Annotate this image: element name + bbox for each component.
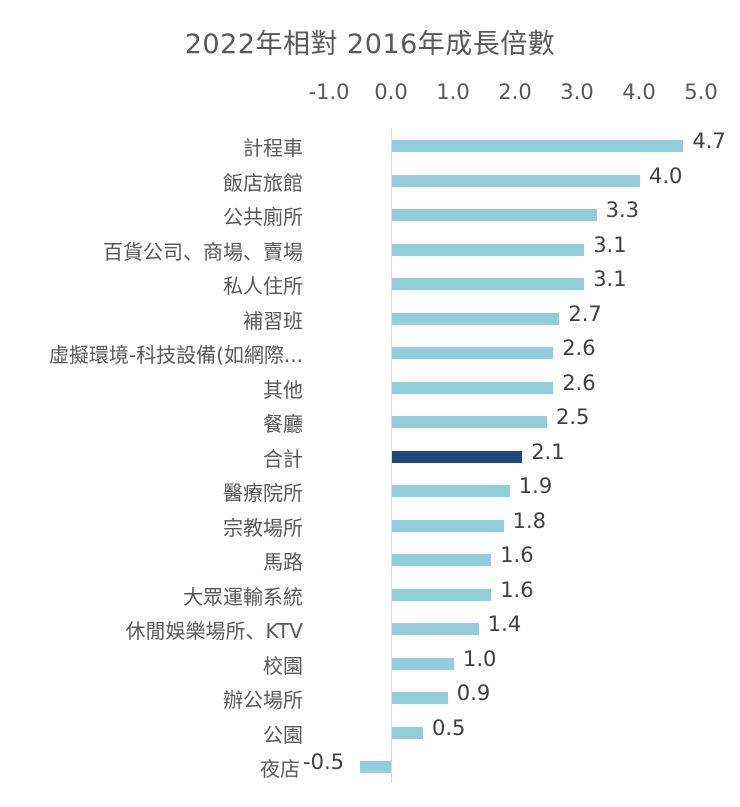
value-label: 3.1 xyxy=(593,232,627,257)
bar xyxy=(392,416,547,428)
bar-row: 計程車 4.7 xyxy=(0,129,740,163)
bar-row: 醫療院所 1.9 xyxy=(0,474,740,508)
category-label: 私人住所 xyxy=(223,274,303,298)
x-tick-label: 5.0 xyxy=(684,80,718,104)
value-label: 3.3 xyxy=(605,198,639,222)
value-label: 2.6 xyxy=(562,336,596,360)
bar xyxy=(392,140,684,152)
category-label: 夜店 xyxy=(260,757,300,781)
x-tick-label: 3.0 xyxy=(560,80,594,104)
bar xyxy=(392,381,554,394)
category-label: 飯店旅館 xyxy=(223,170,303,195)
bar-row: 公共廁所 3.3 xyxy=(0,198,740,232)
category-label: 計程車 xyxy=(243,136,303,160)
category-label: 補習班 xyxy=(243,308,303,333)
value-label: 1.6 xyxy=(500,577,534,602)
x-tick-label: 2.0 xyxy=(498,80,532,104)
bar xyxy=(392,657,454,670)
value-label: 3.1 xyxy=(593,267,627,291)
bar-row: 補習班 2.7 xyxy=(0,302,740,336)
value-label: 2.7 xyxy=(568,301,602,326)
bar xyxy=(392,485,510,497)
bar-row: 大眾運輸系統 1.6 xyxy=(0,578,740,612)
value-label: 4.0 xyxy=(649,163,683,188)
zero-axis-line xyxy=(391,128,392,783)
category-label: 百貨公司、商場、賣場 xyxy=(103,239,303,264)
bar-row: 其他 2.6 xyxy=(0,371,740,405)
category-label: 合計 xyxy=(263,446,303,471)
category-label: 公園 xyxy=(263,722,303,747)
value-label: -0.5 xyxy=(303,750,344,774)
category-label: 餐廳 xyxy=(263,412,303,436)
bar-row: 馬路 1.6 xyxy=(0,543,740,577)
bar xyxy=(392,209,597,221)
value-label: 1.4 xyxy=(487,612,522,636)
value-label: 1.0 xyxy=(463,646,497,671)
bar xyxy=(392,450,523,463)
category-label: 校園 xyxy=(263,653,303,678)
bar-row: 餐廳 2.5 xyxy=(0,405,740,439)
value-label: 1.6 xyxy=(500,543,534,567)
bar xyxy=(360,761,391,773)
x-tick-label: 1.0 xyxy=(436,80,470,104)
bar-row: 合計 2.1 xyxy=(0,440,740,474)
category-label: 公共廁所 xyxy=(223,205,303,229)
category-label: 休閒娛樂場所、KTV xyxy=(125,619,303,643)
chart-title: 2022年相對 2016年成長倍數 xyxy=(184,29,556,60)
category-label: 其他 xyxy=(263,377,303,402)
value-label: 4.7 xyxy=(692,129,726,153)
bar xyxy=(392,554,492,566)
category-label: 宗教場所 xyxy=(223,515,303,540)
bar xyxy=(392,243,585,256)
bar xyxy=(392,174,640,187)
x-tick-label: 0.0 xyxy=(374,80,408,104)
bar-row: 百貨公司、商場、賣場 3.1 xyxy=(0,233,740,267)
bar xyxy=(392,519,504,532)
x-tick-label: -1.0 xyxy=(308,80,350,104)
value-label: 2.1 xyxy=(531,439,565,464)
value-label: 0.5 xyxy=(432,715,466,740)
category-label: 大眾運輸系統 xyxy=(183,584,303,609)
category-label: 虛擬環境-科技設備(如網際... xyxy=(48,343,303,367)
bar-row: 辦公場所 0.9 xyxy=(0,681,740,715)
bar-row: 飯店旅館 4.0 xyxy=(0,164,740,198)
bar xyxy=(392,278,585,290)
value-label: 2.5 xyxy=(556,405,590,429)
value-label: 2.6 xyxy=(562,370,596,395)
bar-row: 校園 1.0 xyxy=(0,647,740,681)
bar xyxy=(392,726,423,739)
value-label: 1.8 xyxy=(512,508,546,533)
bar-row: 休閒娛樂場所、KTV 1.4 xyxy=(0,612,740,646)
x-tick-label: 4.0 xyxy=(622,80,656,104)
value-label: 1.9 xyxy=(518,474,553,498)
bar-row: 虛擬環境-科技設備(如網際... 2.6 xyxy=(0,336,740,370)
bar xyxy=(392,347,554,359)
category-label: 辦公場所 xyxy=(223,688,303,712)
bar-row: 私人住所 3.1 xyxy=(0,267,740,301)
bar xyxy=(392,692,448,704)
bar-row: 夜店 -0.5 xyxy=(0,750,740,784)
value-label: 0.9 xyxy=(456,681,491,705)
bar-row: 公園 0.5 xyxy=(0,716,740,750)
bar xyxy=(392,588,492,601)
category-label: 醫療院所 xyxy=(223,481,303,505)
category-label: 馬路 xyxy=(263,550,303,574)
bar xyxy=(392,312,560,325)
bar xyxy=(392,623,479,635)
bar-row: 宗教場所 1.8 xyxy=(0,509,740,543)
